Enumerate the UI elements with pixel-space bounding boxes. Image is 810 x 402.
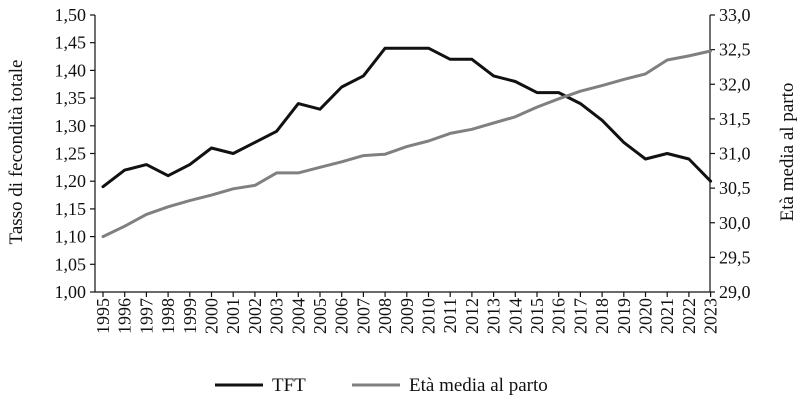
x-tick-label: 2004: [288, 298, 308, 334]
y-right-tick-label: 32,0: [719, 74, 751, 94]
y-left-tick-label: 1,40: [55, 60, 87, 80]
legend-label: TFT: [272, 375, 306, 396]
x-tick-label: 2015: [527, 298, 547, 334]
y-left-tick-label: 1,10: [55, 227, 87, 247]
y-right-tick-label: 33,0: [719, 5, 751, 25]
y-right-tick-label: 30,0: [719, 213, 751, 233]
y-left-tick-label: 1,05: [55, 254, 87, 274]
x-tick-label: 2008: [375, 298, 395, 334]
x-tick-label: 2017: [570, 298, 590, 334]
x-tick-label: 2002: [245, 298, 265, 334]
x-tick-label: 2016: [549, 298, 569, 334]
y-left-tick-label: 1,00: [55, 282, 87, 302]
x-tick-label: 1995: [93, 298, 113, 334]
y-right-tick-label: 29,0: [719, 282, 751, 302]
legend-label: Età media al parto: [409, 375, 548, 396]
x-tick-label: 2013: [484, 298, 504, 334]
series-line-tft: [101, 46, 713, 189]
x-tick-label: 2011: [440, 298, 460, 333]
x-tick-label: 1999: [180, 298, 200, 334]
x-tick-label: 2001: [223, 298, 243, 334]
chart-axes: 1,00 1,05 1,10 1,15 1,20 1,25 1,30 1,35 1,40 1,45…: [55, 5, 751, 334]
y-left-tick-label: 1,30: [55, 116, 87, 136]
x-tick-label: 2010: [419, 298, 439, 334]
y-left-tick-label: 1,35: [55, 88, 87, 108]
x-tick-label: 2023: [701, 298, 721, 334]
x-tick-label: 2018: [592, 298, 612, 334]
y-right-tick-label: 30,5: [719, 178, 751, 198]
y-left-tick-label: 1,20: [55, 171, 87, 191]
chart-legend: TFT Età media al parto: [215, 375, 548, 396]
x-tick-label: 2006: [332, 298, 352, 334]
x-tick-label: 2009: [397, 298, 417, 334]
y-left-tick-label: 1,45: [55, 33, 87, 53]
y-right-tick-label: 31,0: [719, 144, 751, 164]
y-left-tick-label: 1,15: [55, 199, 87, 219]
series-line-eta-media: [101, 49, 713, 239]
x-tick-label: 1998: [158, 298, 178, 334]
y-axis-right-label: Età media al parto: [777, 83, 798, 222]
x-tick-label: 2022: [679, 298, 699, 334]
chart-series-lines: [101, 46, 713, 239]
x-tick-label: 2005: [310, 298, 330, 334]
y-left-tick-label: 1,50: [55, 5, 87, 25]
x-tick-label: 2021: [657, 298, 677, 334]
y-right-tick-label: 29,5: [719, 247, 751, 267]
x-tick-label: 2020: [636, 298, 656, 334]
y-right-tick-label: 32,5: [719, 40, 751, 60]
x-tick-label: 2003: [267, 298, 287, 334]
x-tick-label: 2019: [614, 298, 634, 334]
y-axis-left-label: Tasso di fecondità totale: [6, 60, 27, 245]
x-tick-label: 2000: [202, 298, 222, 334]
y-right-tick-label: 31,5: [719, 109, 751, 129]
x-tick-label: 1997: [136, 298, 156, 334]
x-tick-label: 2014: [505, 298, 525, 334]
x-tick-label: 2012: [462, 298, 482, 334]
x-tick-label: 1996: [115, 298, 135, 334]
x-tick-label: 2007: [353, 298, 373, 334]
y-left-tick-label: 1,25: [55, 144, 87, 164]
